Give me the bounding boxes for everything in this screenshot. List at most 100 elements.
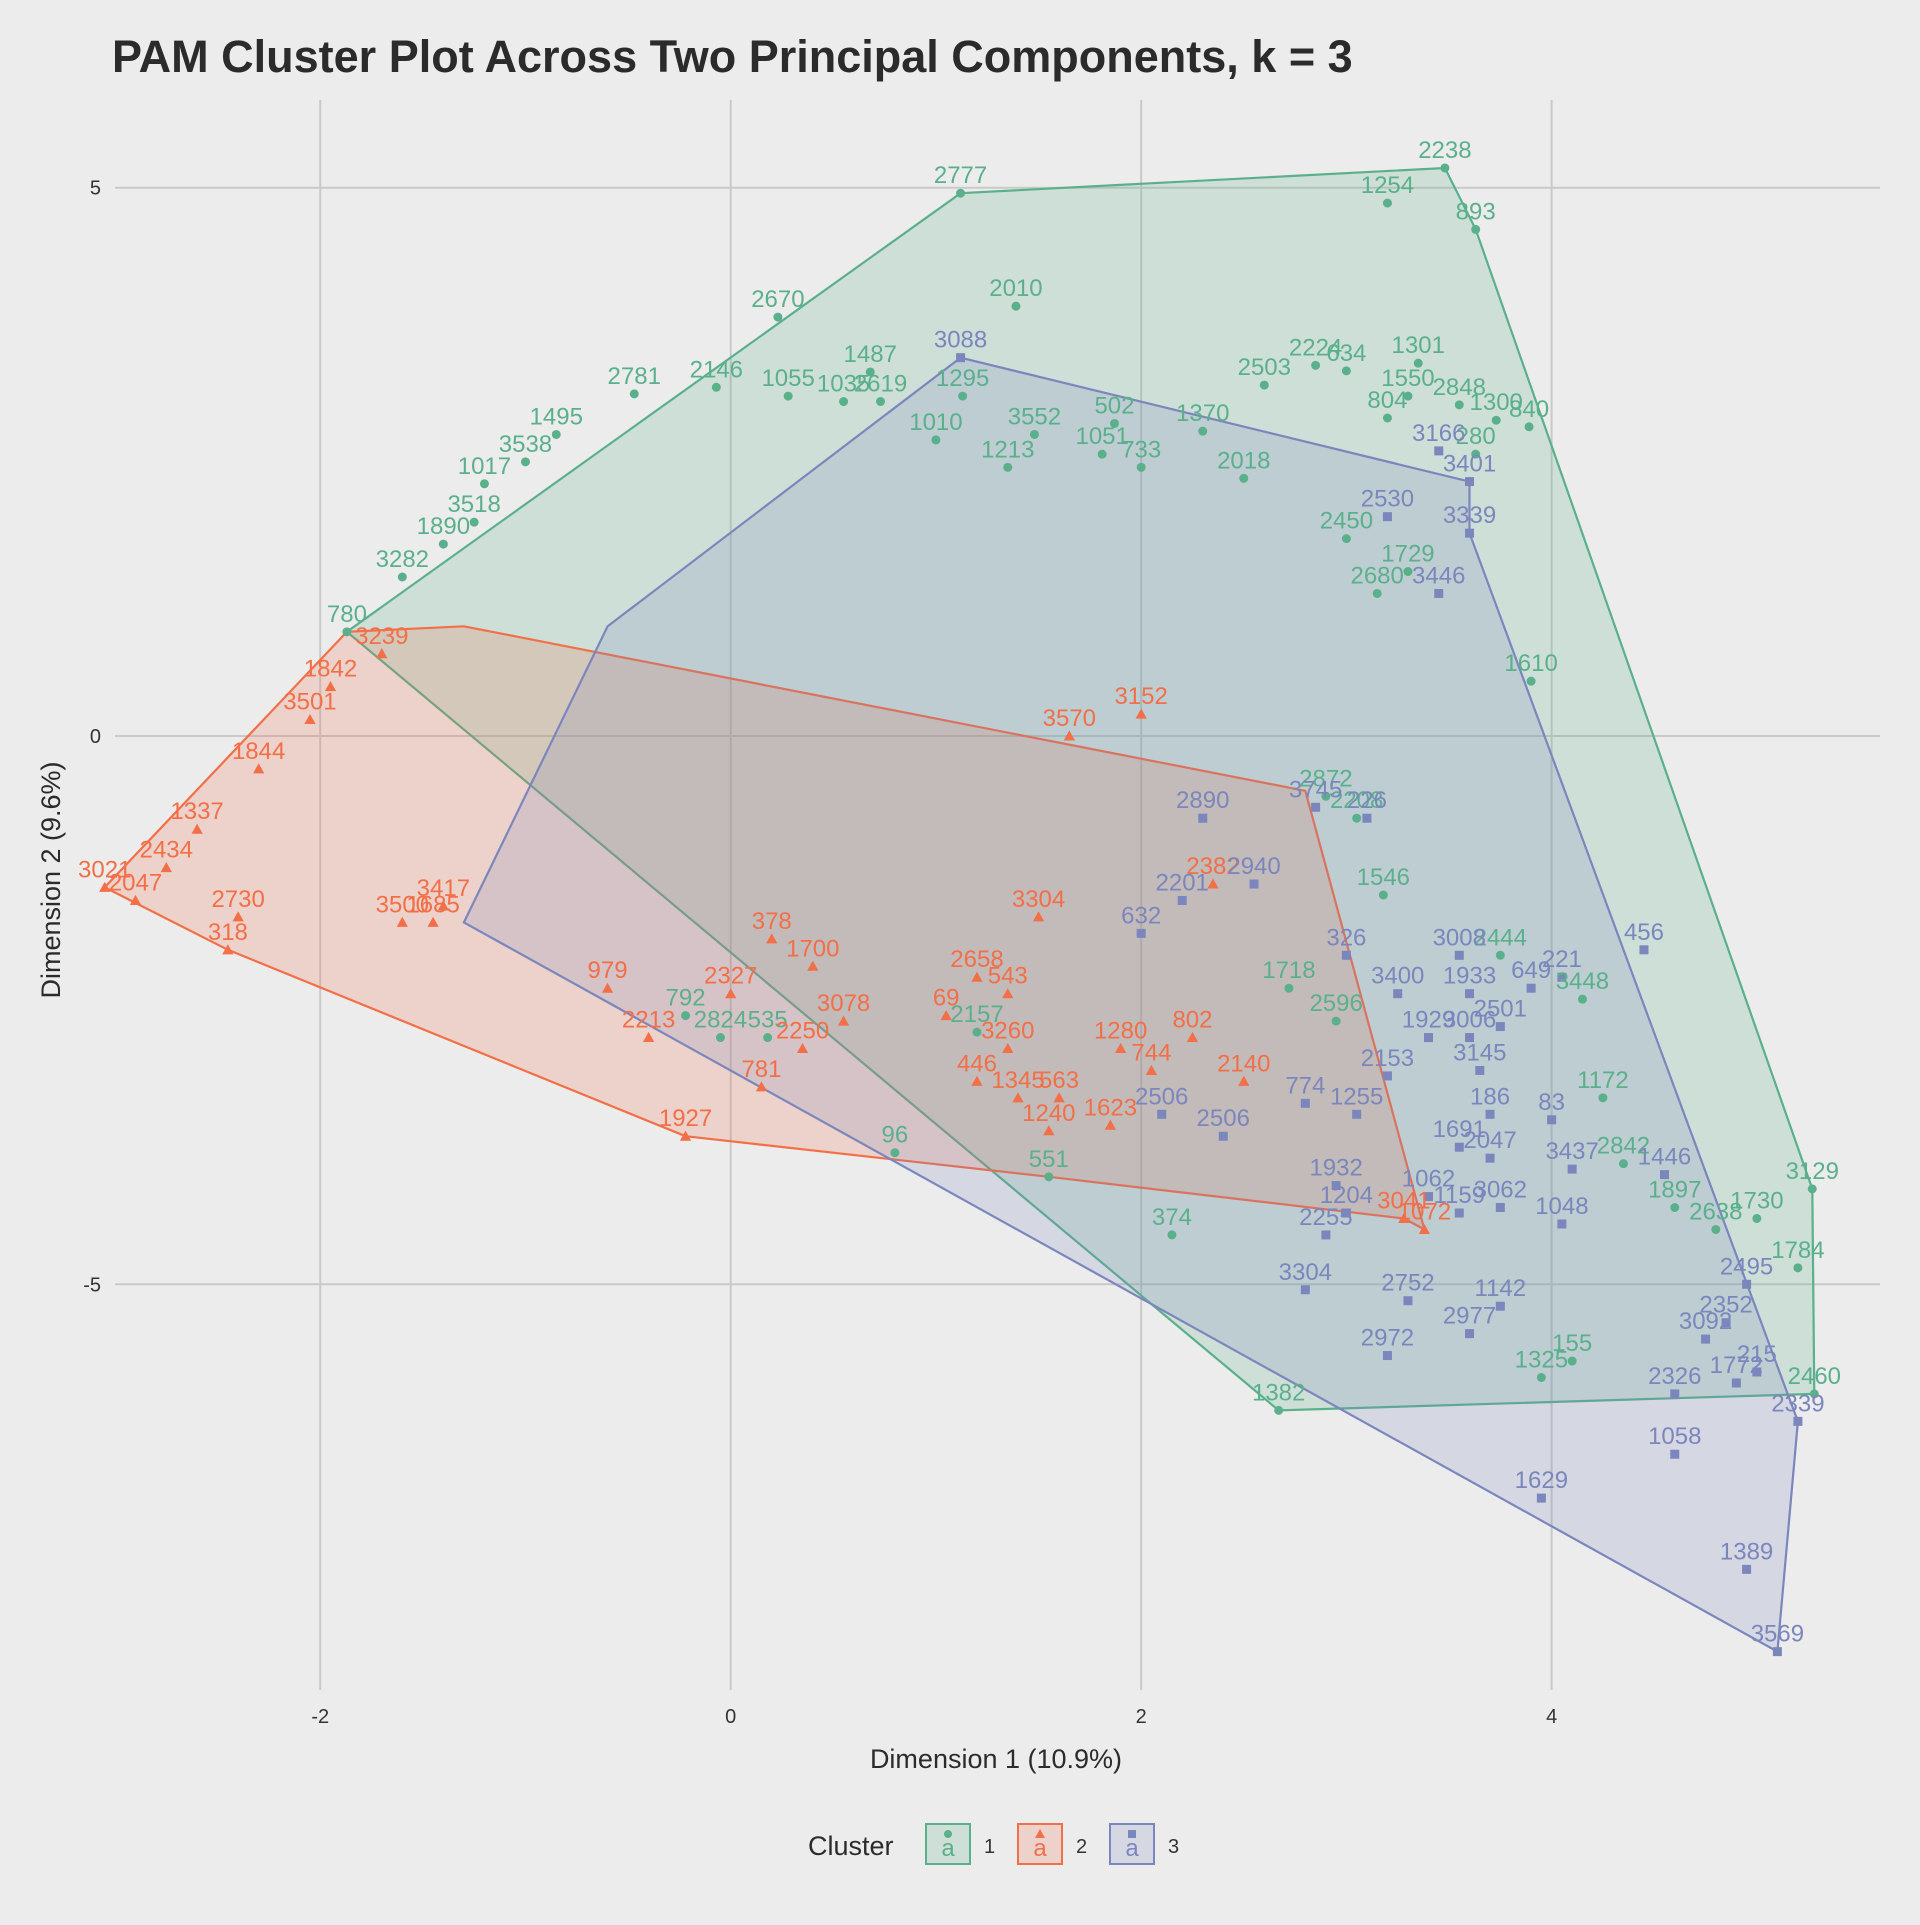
cluster-3-point <box>1341 1208 1351 1218</box>
legend-key-letter: a <box>1033 1835 1047 1862</box>
point-label: 3745 <box>1289 776 1342 803</box>
cluster-3-point <box>1495 1203 1505 1213</box>
y-axis-label: Dimension 2 (9.6%) <box>36 761 66 998</box>
point-label: 502 <box>1094 392 1134 419</box>
point-label: 2444 <box>1474 924 1527 951</box>
point-label: 1730 <box>1730 1187 1783 1214</box>
point-label: 1382 <box>1252 1379 1305 1406</box>
point-label: 1035 <box>817 371 870 398</box>
cluster-3-point <box>1465 528 1475 538</box>
cluster-3-point <box>1721 1318 1731 1328</box>
cluster-1-point <box>1618 1159 1628 1169</box>
cluster-1-point <box>1372 588 1382 598</box>
cluster-2-point <box>725 988 737 999</box>
point-label: 2824 <box>694 1007 747 1034</box>
point-label: 1890 <box>417 513 470 540</box>
cluster-1-point <box>1807 1184 1817 1194</box>
cluster-1-point <box>1311 360 1321 370</box>
cluster-1-point <box>1239 473 1249 483</box>
cluster-hull-1 <box>345 166 1816 1412</box>
point-label: 2501 <box>1474 996 1527 1023</box>
point-label: 2680 <box>1350 562 1403 589</box>
point-label: 1300 <box>1470 389 1523 416</box>
cluster-2-point <box>129 894 142 905</box>
cluster-1-point <box>551 429 561 439</box>
legend-title: Cluster <box>808 1831 894 1861</box>
point-label: 1254 <box>1361 172 1414 199</box>
y-tick-label: 5 <box>90 178 101 200</box>
point-label: 2506 <box>1197 1105 1250 1132</box>
cluster-hull-2 <box>102 625 1427 1232</box>
cluster-3-point <box>956 353 966 363</box>
axis-ticks: -2 0 2 4 -5 0 5 <box>83 178 1557 1728</box>
cluster-1-point <box>469 517 479 527</box>
point-label: 2450 <box>1320 508 1373 535</box>
cluster-3-point <box>1701 1334 1711 1344</box>
x-tick-label: 4 <box>1546 1706 1557 1728</box>
cluster-1-point <box>629 389 639 399</box>
cluster-2-point <box>1145 1064 1158 1075</box>
point-label: 2157 <box>950 1001 1003 1028</box>
point-label: 563 <box>1039 1067 1079 1094</box>
point-label: 1629 <box>1515 1467 1568 1494</box>
cluster-3-point <box>1742 1564 1752 1574</box>
cluster-2-point <box>1207 878 1219 889</box>
point-label: 1389 <box>1720 1538 1773 1565</box>
cluster-2-point <box>232 911 244 922</box>
cluster-2-point <box>755 1081 768 1092</box>
point-label: 2047 <box>109 869 162 896</box>
point-label: 3552 <box>1008 403 1061 430</box>
point-label: 1700 <box>786 935 839 962</box>
cluster-2-point <box>971 1075 983 1086</box>
x-tick-label: 2 <box>1136 1706 1147 1728</box>
point-label: 1370 <box>1176 400 1229 427</box>
cluster-1-point <box>397 572 407 582</box>
cluster-3-point <box>1454 1142 1464 1152</box>
cluster-1-point <box>1670 1203 1680 1213</box>
point-label: 374 <box>1152 1204 1192 1231</box>
cluster-1-point <box>1341 534 1351 544</box>
point-label: 792 <box>666 985 706 1012</box>
cluster-2-point <box>1135 708 1147 719</box>
point-label: 3518 <box>447 491 500 518</box>
cluster-3-point <box>1177 895 1187 905</box>
point-label: 979 <box>588 957 628 984</box>
point-label: 280 <box>1456 423 1496 450</box>
point-label: 1213 <box>981 436 1034 463</box>
point-label: 2460 <box>1788 1363 1841 1390</box>
point-label: 3501 <box>283 689 336 716</box>
point-label: 1691 <box>1433 1116 1486 1143</box>
point-label: 3092 <box>1679 1308 1732 1335</box>
cluster-2-point <box>601 982 614 993</box>
point-label: 1055 <box>761 365 814 392</box>
point-label: 3339 <box>1443 502 1496 529</box>
point-label: 378 <box>752 908 792 935</box>
point-label: 2670 <box>751 286 804 313</box>
cluster-3-point <box>1352 1109 1362 1119</box>
cluster-3-point <box>1536 1493 1546 1503</box>
cluster-1-point <box>1167 1230 1177 1240</box>
cluster-2-point <box>191 823 203 834</box>
cluster-1-point <box>1752 1213 1762 1223</box>
cluster-3-point <box>1670 1389 1680 1399</box>
cluster-1-point <box>1198 426 1208 436</box>
point-label: 3129 <box>1786 1158 1839 1185</box>
x-tick-label: 0 <box>725 1706 736 1728</box>
cluster-1-point <box>1440 163 1450 173</box>
point-label: 1172 <box>1577 1067 1629 1094</box>
point-label: 2339 <box>1771 1390 1824 1417</box>
point-label: 649 <box>1511 957 1551 984</box>
cluster-1-point <box>931 435 941 445</box>
point-label: 2730 <box>211 886 264 913</box>
cluster-2-point <box>1002 1042 1014 1054</box>
point-label: 2848 <box>1433 374 1486 401</box>
cluster-3-point <box>1485 1109 1495 1119</box>
cluster-1-point <box>1321 791 1331 801</box>
point-label: 3078 <box>817 990 870 1017</box>
point-label: 3021 <box>78 856 131 883</box>
cluster-1-point <box>1495 950 1505 960</box>
cluster-1-point <box>1136 462 1146 472</box>
cluster-3-point <box>1495 1301 1505 1311</box>
cluster-3-point <box>1793 1416 1803 1426</box>
